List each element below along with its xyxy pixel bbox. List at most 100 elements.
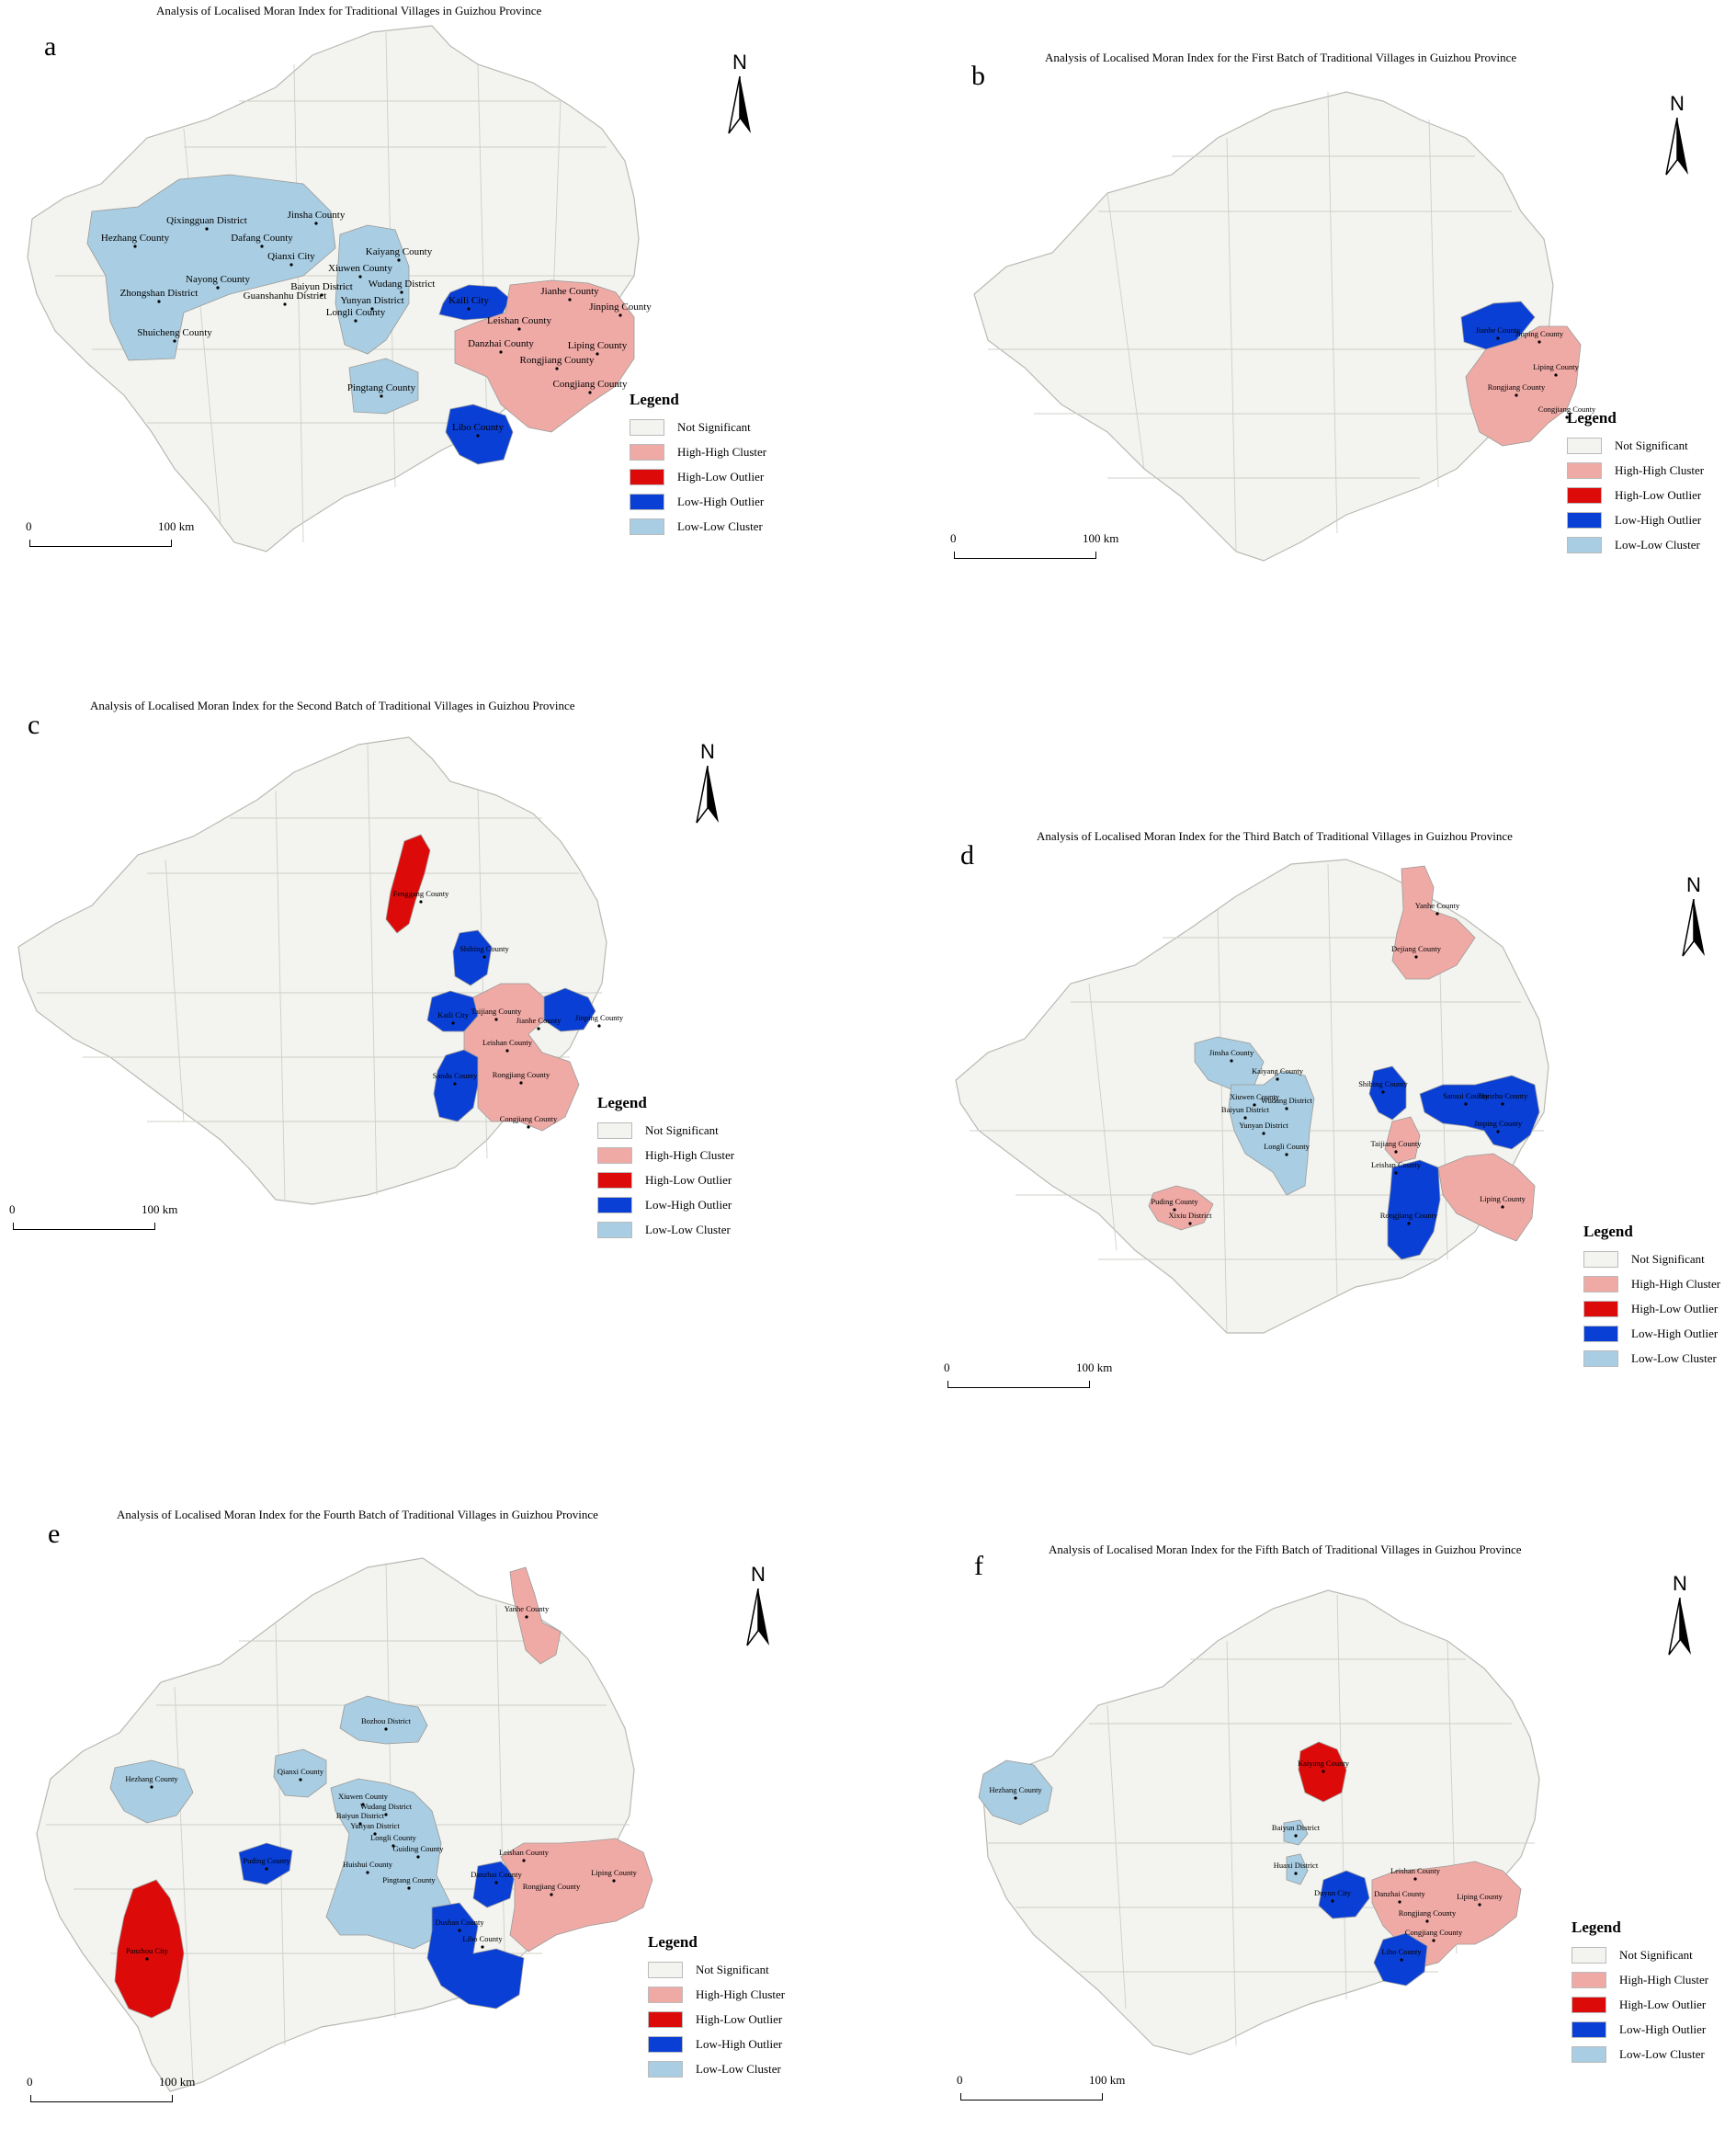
scale-start-label: 0: [27, 2075, 33, 2089]
legend-label: High-Low Outlier: [645, 1172, 732, 1187]
county-label: Kaiyang County: [1252, 1066, 1304, 1076]
legend-item: High-Low Outlier: [597, 1167, 734, 1192]
legend-label: Low-Low Cluster: [1619, 2046, 1705, 2061]
county-label: Shibing County: [460, 944, 509, 953]
county-label: Hezhang County: [125, 1774, 178, 1783]
legend-swatch: [1571, 1946, 1606, 1964]
province-outline: [982, 1589, 1540, 2055]
north-arrow: N: [1662, 1572, 1698, 1657]
county-centroid-marker: [1262, 1132, 1265, 1135]
county-centroid-marker: [1515, 393, 1518, 397]
legend-item: Not Significant: [1571, 1942, 1708, 1967]
legend-swatch: [1583, 1275, 1618, 1292]
legend: Legend Not Significant High-High Cluster Hi…: [597, 1094, 734, 1242]
county-label: Danzhai County: [471, 1870, 522, 1879]
county-centroid-marker: [476, 434, 480, 438]
north-arrow-icon: [1668, 1598, 1691, 1656]
county-labels: Hezhang County Kaiyang County Baiyun Distr…: [989, 1759, 1503, 1962]
legend-title: Legend: [648, 1933, 698, 1951]
legend: Legend Not Significant High-High Cluster Hi…: [648, 1933, 785, 2081]
legend-swatch: [597, 1121, 632, 1139]
legend-label: Low-Low Cluster: [1615, 537, 1700, 552]
legend: Legend Not Significant High-High Cluster Hi…: [630, 391, 766, 539]
scale-start-label: 0: [950, 531, 957, 545]
region: [109, 1759, 194, 1824]
region: [454, 279, 635, 433]
legend-item: High-High Cluster: [597, 1143, 734, 1167]
county-centroid-marker: [1294, 1872, 1298, 1875]
county-label: Longli County: [1264, 1142, 1311, 1151]
legend-title: Legend: [630, 391, 679, 408]
legend-swatch: [630, 418, 664, 436]
county-label: Baiyun District: [1221, 1105, 1270, 1114]
county-label: Taijiang County: [1371, 1139, 1423, 1148]
legend-label: Low-Low Cluster: [696, 2061, 781, 2076]
county-centroid-marker: [407, 1886, 411, 1890]
county-centroid-marker: [568, 298, 572, 302]
scale-start-label: 0: [26, 519, 32, 533]
legend-label: Low-Low Cluster: [1631, 1350, 1717, 1365]
county-centroid-marker: [1331, 1899, 1334, 1903]
scale-bar: 0 100 km: [9, 1202, 177, 1239]
scale-end-label: 100 km: [1076, 1361, 1113, 1374]
legend-label: Not Significant: [696, 1962, 769, 1976]
county-centroid-marker: [1322, 1770, 1325, 1773]
scale-bar: 0 100 km: [950, 531, 1118, 568]
province-map: Yanhe County Dejiang County Jinsha County K…: [955, 859, 1549, 1334]
county-centroid-marker: [354, 319, 357, 323]
scale-end-label: 100 km: [1089, 2073, 1126, 2087]
county-centroid-marker: [1276, 1077, 1279, 1081]
county-label: Rongjiang County: [1399, 1908, 1457, 1918]
county-label: Rongjiang County: [1488, 382, 1546, 392]
county-label: Xiuwen County: [328, 263, 392, 274]
region: [86, 174, 336, 361]
panel-letter: f: [974, 1551, 983, 1581]
legend-label: Low-High Outlier: [1619, 2021, 1707, 2036]
county-centroid-marker: [260, 245, 264, 248]
legend-item: Low-Low Cluster: [630, 514, 766, 539]
county-label: Shuicheng County: [137, 327, 212, 338]
county-label: Pingtang County: [382, 1875, 436, 1884]
county-label: Yanhe County: [505, 1604, 550, 1613]
legend-item: High-Low Outlier: [630, 464, 766, 489]
county-label: Libo County: [1381, 1947, 1422, 1956]
county-centroid-marker: [1425, 1919, 1429, 1923]
legend-item: Low-High Outlier: [1571, 2017, 1708, 2042]
north-label: N: [1673, 1572, 1687, 1595]
county-centroid-marker: [400, 290, 403, 294]
region: [325, 1778, 451, 1950]
county-centroid-marker: [1188, 1222, 1192, 1225]
legend-item: Not Significant: [1583, 1247, 1720, 1271]
county-label: Kaiyang County: [366, 246, 433, 257]
county-label: Zhongshan District: [120, 288, 199, 299]
region: [1148, 1185, 1214, 1231]
county-centroid-marker: [451, 1021, 455, 1025]
county-label: Baiyun District: [290, 281, 353, 292]
county-label: Xiuwen County: [338, 1792, 389, 1801]
county-label: Leishan County: [499, 1848, 550, 1857]
county-centroid-marker: [150, 1785, 153, 1789]
legend-label: Not Significant: [645, 1122, 719, 1137]
county-centroid-marker: [358, 1822, 362, 1826]
county-label: Longli County: [370, 1833, 417, 1842]
north-label: N: [732, 51, 747, 74]
county-centroid-marker: [1230, 1059, 1233, 1063]
county-centroid-marker: [416, 1855, 420, 1859]
county-centroid-marker: [373, 1832, 377, 1836]
county-label: Guiding County: [392, 1844, 444, 1853]
county-centroid-marker: [391, 1844, 395, 1848]
region: [472, 1861, 516, 1908]
county-centroid-marker: [1285, 1107, 1288, 1110]
county-centroid-marker: [1381, 1090, 1385, 1094]
legend: Legend Not Significant High-High Cluster Hi…: [1571, 1918, 1708, 2066]
county-label: Jinping County: [1474, 1119, 1523, 1128]
region: [541, 987, 596, 1032]
scale-bar: 0 100 km: [944, 1361, 1112, 1397]
county-centroid-marker: [612, 1879, 616, 1883]
legend-item: Low-Low Cluster: [597, 1217, 734, 1242]
panel-letter: c: [28, 710, 40, 740]
legend-swatch: [1583, 1325, 1618, 1342]
county-label: Guanshanhu District: [244, 290, 327, 302]
legend-swatch: [630, 468, 664, 485]
county-boundaries: [970, 863, 1544, 1334]
